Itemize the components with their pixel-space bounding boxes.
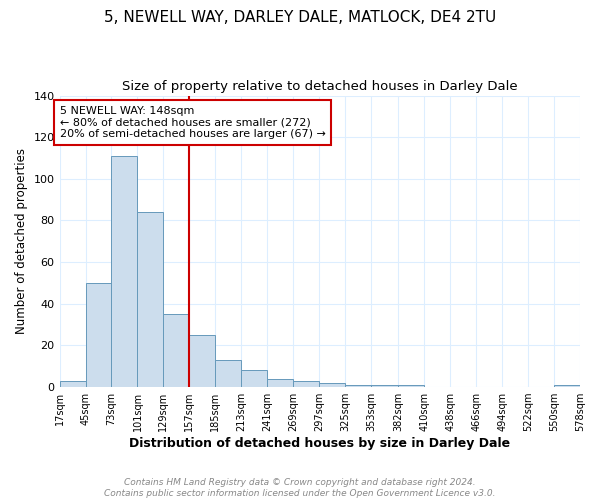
- Text: 5 NEWELL WAY: 148sqm
← 80% of detached houses are smaller (272)
20% of semi-deta: 5 NEWELL WAY: 148sqm ← 80% of detached h…: [59, 106, 325, 139]
- Bar: [371, 385, 398, 387]
- X-axis label: Distribution of detached houses by size in Darley Dale: Distribution of detached houses by size …: [129, 437, 511, 450]
- Bar: [137, 212, 163, 387]
- Bar: [398, 385, 424, 387]
- Bar: [112, 156, 137, 387]
- Bar: [319, 383, 345, 387]
- Bar: [190, 335, 215, 387]
- Bar: [215, 360, 241, 387]
- Bar: [86, 283, 112, 387]
- Text: Contains HM Land Registry data © Crown copyright and database right 2024.
Contai: Contains HM Land Registry data © Crown c…: [104, 478, 496, 498]
- Y-axis label: Number of detached properties: Number of detached properties: [15, 148, 28, 334]
- Bar: [59, 381, 86, 387]
- Text: 5, NEWELL WAY, DARLEY DALE, MATLOCK, DE4 2TU: 5, NEWELL WAY, DARLEY DALE, MATLOCK, DE4…: [104, 10, 496, 25]
- Bar: [554, 385, 580, 387]
- Bar: [268, 379, 293, 387]
- Bar: [345, 385, 371, 387]
- Bar: [293, 381, 319, 387]
- Bar: [241, 370, 268, 387]
- Title: Size of property relative to detached houses in Darley Dale: Size of property relative to detached ho…: [122, 80, 518, 93]
- Bar: [163, 314, 190, 387]
